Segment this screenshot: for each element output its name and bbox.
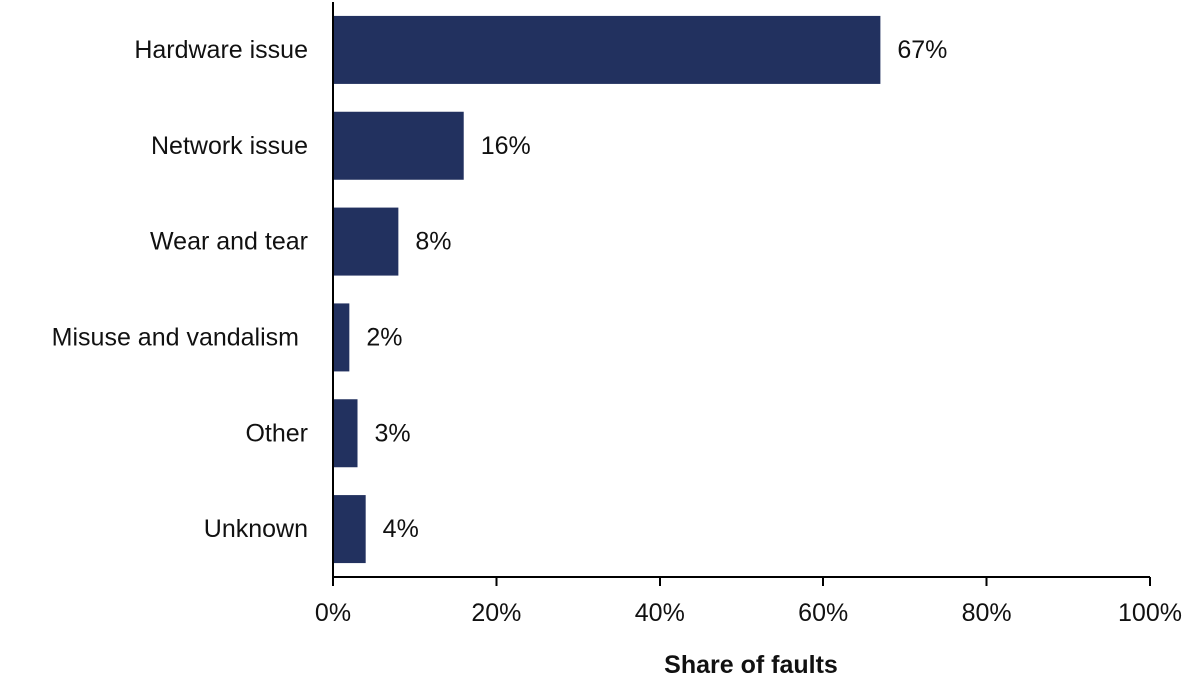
x-tick-label: 80% — [962, 599, 1012, 627]
bar-other — [333, 399, 358, 468]
category-label: Other — [245, 419, 308, 447]
data-label: 16% — [481, 132, 531, 160]
category-label: Network issue — [151, 132, 308, 160]
x-axis-ticks-layer: 0% 20% 40% 60% 80% 100% — [315, 577, 1182, 627]
bar-misuse-and-vandalism — [333, 303, 350, 372]
x-tick-label: 40% — [635, 599, 685, 627]
data-label: 3% — [375, 419, 411, 447]
category-label: Unknown — [204, 515, 308, 543]
bar-wear-and-tear — [333, 207, 399, 276]
category-label: Hardware issue — [134, 36, 308, 64]
bars-layer — [333, 15, 881, 564]
x-tick-label: 0% — [315, 599, 351, 627]
category-label: Wear and tear — [150, 228, 308, 256]
bar-unknown — [333, 495, 366, 564]
x-axis-title: Share of faults — [664, 651, 838, 677]
bar-hardware-issue — [333, 15, 881, 84]
data-label: 4% — [383, 515, 419, 543]
x-tick-label: 20% — [471, 599, 521, 627]
data-labels-layer: 67% 16% 8% 2% 3% 4% — [366, 36, 947, 543]
category-labels-layer: Hardware issue Network issue Wear and tear… — [52, 36, 308, 543]
x-tick-label: 100% — [1118, 599, 1182, 627]
data-label: 67% — [897, 36, 947, 64]
bar-network-issue — [333, 111, 464, 180]
data-label: 2% — [366, 323, 402, 351]
data-label: 8% — [415, 228, 451, 256]
category-label: Misuse and vandalism — [52, 323, 299, 351]
x-tick-label: 60% — [798, 599, 848, 627]
